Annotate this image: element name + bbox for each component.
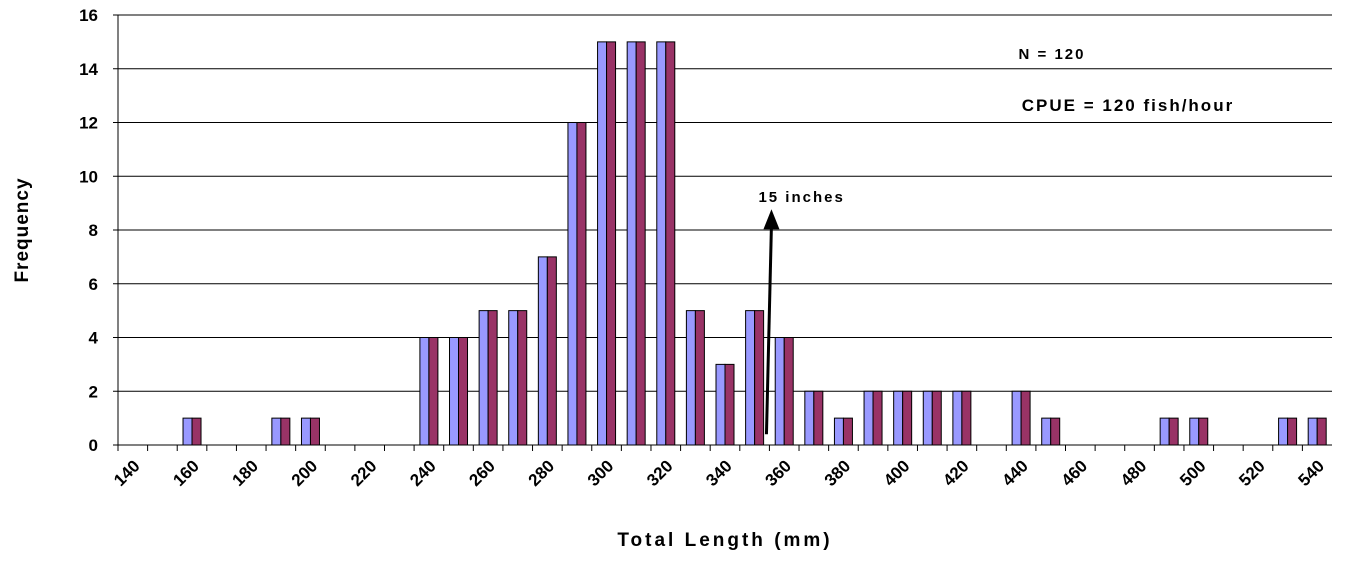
bar-b-240 [428,337,439,446]
bar-a-250 [449,337,460,446]
bar-a-500 [1189,417,1200,446]
bar-b-320 [665,41,676,446]
bar-a-450 [1041,417,1052,446]
x-tick-label-260: 260 [465,456,498,489]
bar-a-340 [715,363,726,446]
bar-b-390 [872,390,883,446]
bar-b-440 [1020,390,1031,446]
x-tick-label-200: 200 [288,456,321,489]
bar-b-260 [487,310,498,446]
bar-b-400 [902,390,913,446]
bar-b-190 [280,417,291,446]
bar-b-270 [517,310,528,446]
x-tick-label-360: 360 [762,456,795,489]
bar-b-200 [309,417,320,446]
bar-a-200 [300,417,311,446]
x-tick-label-300: 300 [584,456,617,489]
bar-a-410 [922,390,933,446]
bar-b-360 [783,337,794,446]
y-tick-label-10: 10 [79,167,98,186]
bar-a-350 [745,310,756,446]
bar-a-390 [863,390,874,446]
x-tick-label-500: 500 [1176,456,1209,489]
bar-a-420 [952,390,963,446]
bar-b-250 [458,337,469,446]
bar-a-530 [1278,417,1289,446]
bar-b-300 [606,41,617,446]
bar-a-320 [656,41,667,446]
x-tick-label-460: 460 [1058,456,1091,489]
bar-a-240 [419,337,430,446]
bar-a-360 [774,337,785,446]
y-axis-title: Frequency [12,177,33,282]
bar-b-280 [546,256,557,446]
bar-b-420 [961,390,972,446]
arrow-shaft [764,224,773,435]
bar-b-490 [1168,417,1179,446]
n-annotation: N = 120 [1019,46,1086,63]
bar-a-190 [271,417,282,446]
bar-b-160 [191,417,202,446]
bar-b-290 [576,122,587,446]
bar-b-350 [754,310,765,446]
y-tick-label-12: 12 [79,114,98,133]
x-tick-label-340: 340 [702,456,735,489]
bar-b-310 [635,41,646,446]
bar-a-260 [478,310,489,446]
bar-a-370 [804,390,815,446]
bar-a-270 [508,310,519,446]
y-tick-label-0: 0 [89,436,98,455]
x-tick-label-280: 280 [525,456,558,489]
size-arrow [763,209,780,435]
y-tick-label-6: 6 [89,275,98,294]
y-tick-labels: 0 2 4 6 8 10 12 14 16 [79,6,118,455]
bar-b-450 [1050,417,1061,446]
y-tick-label-4: 4 [89,329,99,348]
x-tick-label-380: 380 [821,456,854,489]
bar-a-310 [626,41,637,446]
bar-b-410 [931,390,942,446]
grid-lines [118,14,1332,392]
x-tick-label-520: 520 [1235,456,1268,489]
bar-b-380 [842,417,853,446]
x-tick-label-180: 180 [229,456,262,489]
x-tick-label-220: 220 [347,456,380,489]
x-tick-label-140: 140 [110,456,143,489]
x-tick-label-160: 160 [169,456,202,489]
x-tick-labels: 140 160 180 200 220 240 260 280 300 320 340 360 380 4… [110,445,1328,490]
bar-a-540 [1307,417,1318,446]
bar-b-530 [1287,417,1298,446]
bar-a-440 [1011,390,1022,446]
x-tick-label-400: 400 [880,456,913,489]
bar-b-340 [724,363,735,446]
y-tick-label-14: 14 [79,60,98,79]
bar-a-330 [685,310,696,446]
x-tick-label-540: 540 [1295,456,1328,489]
bar-a-400 [893,390,904,446]
bar-a-490 [1159,417,1170,446]
y-tick-label-8: 8 [89,221,98,240]
bar-a-300 [597,41,608,446]
x-tick-label-240: 240 [406,456,439,489]
bar-a-380 [833,417,844,446]
arrow-head [763,209,780,230]
x-tick-label-480: 480 [1117,456,1150,489]
y-tick-label-16: 16 [79,6,98,25]
arrow-label: 15 inches [758,189,844,206]
x-tick-label-420: 420 [939,456,972,489]
bar-b-370 [813,390,824,446]
bar-b-330 [694,310,705,446]
bar-a-160 [182,417,193,446]
y-tick-label-2: 2 [89,382,98,401]
bar-b-540 [1316,417,1327,446]
x-tick-label-320: 320 [643,456,676,489]
bar-a-290 [567,122,578,446]
x-tick-label-440: 440 [998,456,1031,489]
cpue-annotation: CPUE = 120 fish/hour [1022,96,1234,115]
bar-a-280 [537,256,548,446]
x-axis-title: Total Length (mm) [617,530,832,551]
bar-b-500 [1198,417,1209,446]
